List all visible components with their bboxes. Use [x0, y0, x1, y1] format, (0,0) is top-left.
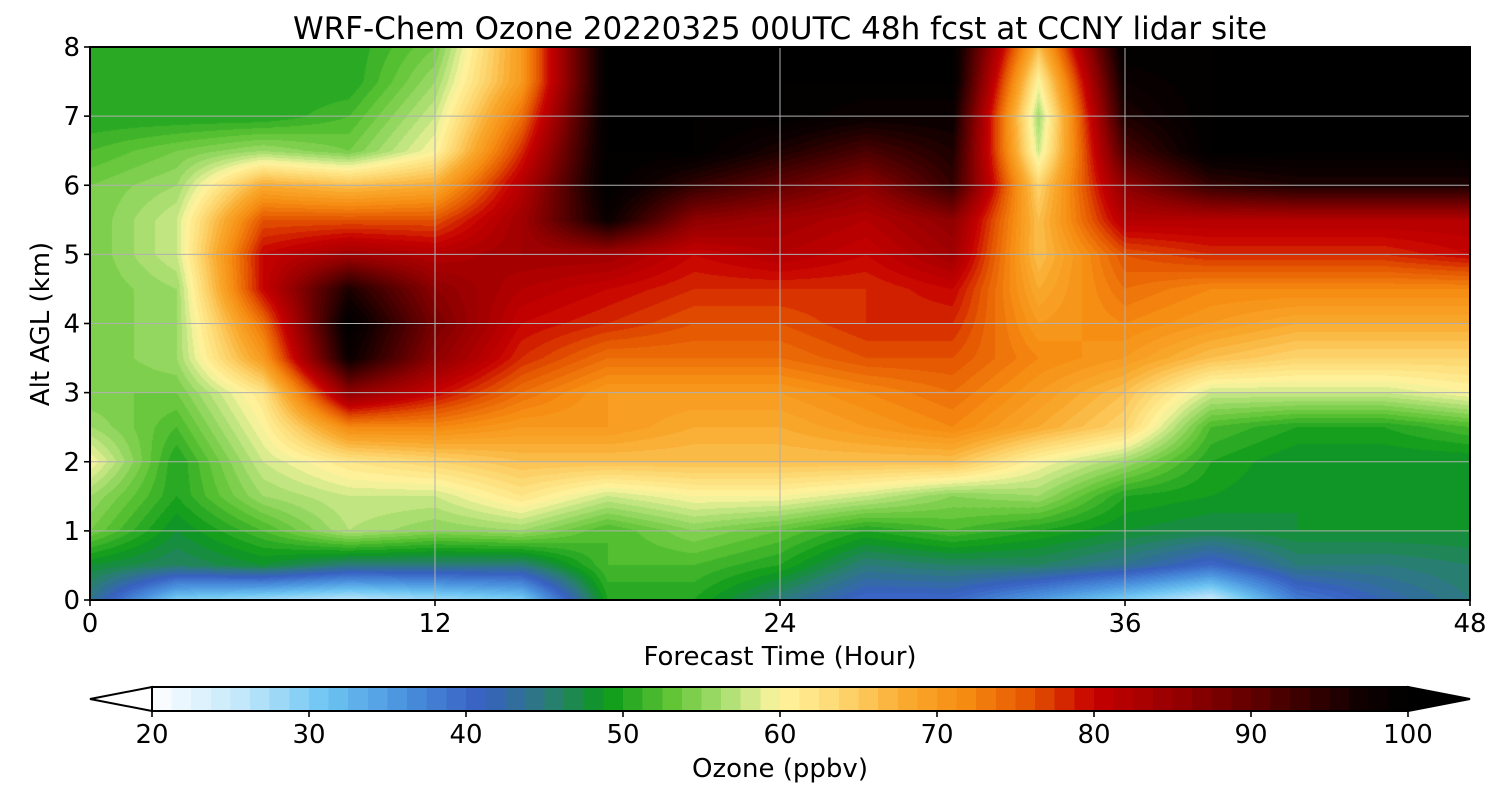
y-axis-label: Alt AGL (km) — [26, 242, 56, 406]
y-tick-label: 2 — [63, 448, 80, 478]
colorbar-tick-label: 70 — [920, 720, 953, 750]
x-tick-label: 36 — [1108, 609, 1141, 639]
colorbar-tick-label: 90 — [1234, 720, 1267, 750]
colorbar-tick-label: 40 — [449, 720, 482, 750]
x-tick-label: 12 — [418, 609, 451, 639]
y-tick-label: 8 — [63, 33, 80, 63]
y-tick-label: 4 — [63, 310, 80, 340]
colorbar-tick-label: 30 — [292, 720, 325, 750]
y-tick-label: 3 — [63, 379, 80, 409]
colorbar-tick-label: 80 — [1077, 720, 1110, 750]
colorbar-tick-label: 50 — [606, 720, 639, 750]
x-tick-label: 24 — [763, 609, 796, 639]
colorbar: 20 30 40 50 60 70 80 90 100 Ozone (ppbv) — [89, 685, 1471, 784]
y-tick-label: 6 — [63, 171, 80, 201]
x-tick-label: 0 — [82, 609, 99, 639]
colorbar-extend-high — [1407, 685, 1471, 713]
colorbar-label: Ozone (ppbv) — [692, 754, 868, 784]
y-tick-label: 0 — [63, 586, 80, 616]
y-tick-label: 7 — [63, 102, 80, 132]
y-tick-label: 1 — [63, 517, 80, 547]
chart-title: WRF-Chem Ozone 20220325 00UTC 48h fcst a… — [293, 11, 1267, 47]
colorbar-bar — [151, 686, 1409, 712]
colorbar-tick-label: 100 — [1383, 720, 1433, 750]
colorbar-ticks: 20 30 40 50 60 70 80 90 100 — [135, 711, 1433, 750]
colorbar-extend-low — [89, 685, 153, 713]
colorbar-tick-label: 20 — [135, 720, 168, 750]
y-axis-ticks: 0 1 2 3 4 5 6 7 8 — [63, 33, 90, 616]
x-axis-label: Forecast Time (Hour) — [643, 642, 916, 672]
colorbar-tick-label: 60 — [763, 720, 796, 750]
y-tick-label: 5 — [63, 240, 80, 270]
x-axis-ticks: 0 12 24 36 48 — [82, 600, 1487, 639]
x-tick-label: 48 — [1453, 609, 1486, 639]
